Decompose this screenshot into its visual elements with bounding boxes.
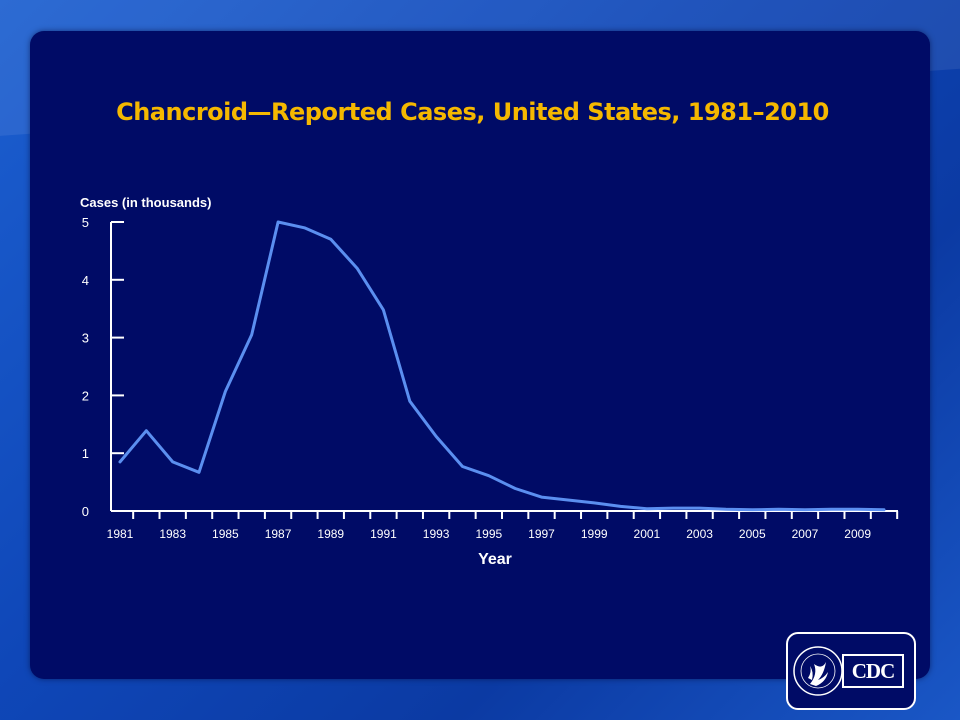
x-tick-label: 1993 <box>423 527 450 541</box>
x-tick-label: 2003 <box>686 527 713 541</box>
y-tick-label: 3 <box>82 331 89 346</box>
x-tick-label: 1989 <box>317 527 344 541</box>
cdc-logo: CDC <box>786 632 916 710</box>
x-tick-label: 2007 <box>792 527 819 541</box>
y-tick-label: 1 <box>82 446 89 461</box>
x-tick-label: 1991 <box>370 527 397 541</box>
x-tick-label: 2009 <box>844 527 871 541</box>
slide-panel <box>30 31 930 679</box>
x-tick-label: 1999 <box>581 527 608 541</box>
series-line <box>118 220 886 512</box>
x-tick-label: 2001 <box>634 527 661 541</box>
x-tick-label: 1985 <box>212 527 239 541</box>
y-tick-label: 2 <box>82 388 89 403</box>
x-tick-label: 1997 <box>528 527 555 541</box>
y-tick-label: 4 <box>82 273 89 288</box>
x-tick-label: 1995 <box>475 527 502 541</box>
x-axis-label: Year <box>478 551 512 568</box>
x-tick-label: 1983 <box>159 527 186 541</box>
cdc-wordmark: CDC <box>842 654 904 688</box>
x-tick-label: 1987 <box>265 527 292 541</box>
x-tick-label: 1981 <box>107 527 134 541</box>
y-tick-label: 5 <box>82 215 89 230</box>
y-tick-label: 0 <box>82 504 89 519</box>
x-tick-label: 2005 <box>739 527 766 541</box>
y-axis-label: Cases (in thousands) <box>80 195 211 210</box>
chart-title: Chancroid—Reported Cases, United States,… <box>116 98 829 126</box>
